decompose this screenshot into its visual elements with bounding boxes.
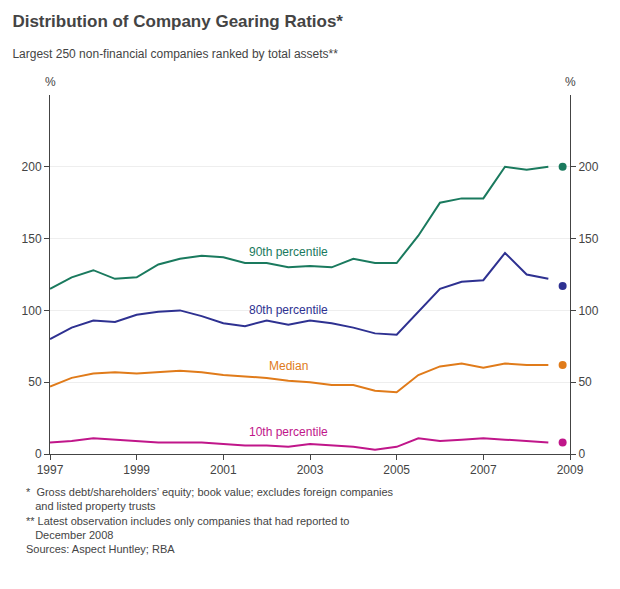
svg-text:150: 150 (578, 232, 598, 246)
svg-text:10th percentile: 10th percentile (249, 425, 328, 439)
svg-text:90th percentile: 90th percentile (249, 245, 328, 259)
svg-text:* Gross debt/shareholders’ eq: * Gross debt/shareholders’ equity; book … (26, 486, 394, 555)
svg-text:2009: 2009 (557, 463, 584, 477)
svg-text:2003: 2003 (297, 463, 324, 477)
svg-text:%: % (565, 75, 576, 89)
svg-text:1997: 1997 (37, 463, 64, 477)
svg-text:1999: 1999 (123, 463, 150, 477)
svg-text:2005: 2005 (383, 463, 410, 477)
svg-text:%: % (45, 75, 56, 89)
svg-text:0: 0 (578, 447, 585, 461)
svg-text:100: 100 (578, 304, 598, 318)
svg-text:0: 0 (35, 447, 42, 461)
svg-text:Distribution of Company Gearin: Distribution of Company Gearing Ratios* (12, 12, 343, 31)
svg-text:2001: 2001 (210, 463, 237, 477)
svg-text:Largest 250 non-financial comp: Largest 250 non-financial companies rank… (12, 47, 338, 61)
svg-text:200: 200 (22, 160, 42, 174)
svg-text:2007: 2007 (470, 463, 497, 477)
svg-text:100: 100 (22, 304, 42, 318)
svg-text:150: 150 (22, 232, 42, 246)
svg-text:50: 50 (578, 375, 592, 389)
svg-text:200: 200 (578, 160, 598, 174)
svg-text:50: 50 (28, 375, 42, 389)
svg-text:Median: Median (269, 359, 308, 373)
svg-text:80th percentile: 80th percentile (249, 303, 328, 317)
